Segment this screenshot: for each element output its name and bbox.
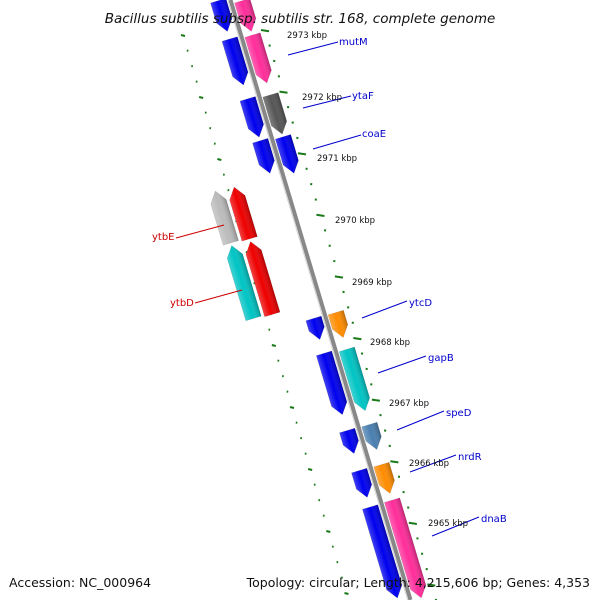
gene-labels: mutM ytaF coaE ytbE ytbD ytcD gapB speD … [152, 37, 507, 525]
tick-mark [217, 158, 222, 161]
gene-label-ytaF[interactable]: ytaF [352, 91, 374, 102]
callout-line [194, 289, 243, 304]
callout-line [431, 516, 480, 537]
tick-mark [427, 583, 436, 587]
gene-label-nrdR[interactable]: nrdR [458, 452, 482, 463]
tick-mark [198, 96, 204, 99]
scale-label: 2971 kbp [317, 154, 357, 164]
tick-mark [279, 90, 288, 94]
map-title: Bacillus subtilis subsp. subtilis str. 1… [105, 11, 496, 27]
gene-feature[interactable] [327, 309, 351, 340]
tick-mark [289, 406, 295, 409]
gene-feature[interactable] [275, 134, 301, 176]
gene-feature[interactable] [373, 461, 398, 495]
gene-feature[interactable] [226, 185, 258, 242]
tick-mark [408, 521, 417, 525]
gene-feature[interactable] [338, 346, 373, 413]
gene-feature[interactable] [244, 32, 275, 85]
scale-label: 2966 kbp [409, 459, 449, 469]
callout-line [312, 134, 362, 150]
gene-feature[interactable] [339, 427, 361, 456]
gene-label-speD[interactable]: speD [446, 408, 472, 419]
scale-labels: 2973 kbp 2972 kbp 2971 kbp 2970 kbp 2969… [287, 31, 468, 529]
gene-feature[interactable] [262, 92, 290, 137]
callout-line [175, 224, 225, 239]
tick-mark [316, 213, 325, 217]
gene-label-mutM[interactable]: mutM [339, 37, 368, 48]
callout-line [409, 454, 457, 473]
gene-feature[interactable] [224, 243, 262, 322]
gene-feature[interactable] [243, 239, 281, 318]
tick-mark [326, 530, 331, 533]
gene-label-dnaB[interactable]: dnaB [481, 514, 507, 525]
outer-tick-track [260, 29, 438, 600]
gene-feature[interactable] [239, 96, 267, 140]
scale-label: 2972 kbp [302, 93, 342, 103]
gene-label-ytbD[interactable]: ytbD [170, 298, 194, 309]
callout-line [396, 410, 445, 431]
tick-mark [180, 34, 186, 37]
tick-mark [297, 152, 307, 156]
scale-label: 2968 kbp [370, 338, 410, 348]
accession-label: Accession: NC_000964 [9, 575, 151, 590]
gene-label-ytcD[interactable]: ytcD [409, 298, 432, 309]
tick-mark [371, 398, 381, 402]
scale-label: 2973 kbp [287, 31, 327, 41]
scale-label: 2965 kbp [428, 519, 468, 529]
gene-feature[interactable] [361, 421, 385, 452]
tick-mark [344, 592, 349, 595]
tick-mark [307, 468, 313, 471]
gene-feature[interactable] [305, 315, 328, 342]
gene-feature[interactable] [362, 504, 405, 600]
tick-mark [334, 275, 344, 279]
callout-line [361, 300, 408, 319]
gene-feature[interactable] [351, 467, 375, 499]
gene-label-ytbE[interactable]: ytbE [152, 232, 175, 243]
label-callouts [175, 41, 480, 537]
callout-line [302, 95, 352, 109]
gene-feature[interactable] [384, 497, 429, 600]
tick-mark [271, 344, 277, 347]
gene-label-gapB[interactable]: gapB [428, 353, 454, 364]
gene-feature[interactable] [315, 350, 350, 417]
callout-line [377, 355, 427, 374]
gene-feature[interactable] [221, 36, 251, 88]
gene-feature[interactable] [234, 0, 260, 34]
callout-line [287, 41, 339, 56]
tick-mark [353, 337, 362, 341]
tick-mark [390, 460, 399, 464]
scale-label: 2969 kbp [352, 278, 392, 288]
gene-label-coaE[interactable]: coaE [362, 129, 386, 140]
gene-feature[interactable] [208, 189, 239, 246]
topology-summary: Topology: circular; Length: 4,215,606 bp… [246, 575, 590, 590]
tick-mark [260, 29, 270, 33]
backbone [227, 0, 413, 600]
gene-feature[interactable] [252, 138, 278, 175]
scale-label: 2967 kbp [389, 399, 429, 409]
gene-feature[interactable] [210, 0, 236, 34]
feature-track [208, 0, 429, 600]
scale-label: 2970 kbp [335, 216, 375, 226]
